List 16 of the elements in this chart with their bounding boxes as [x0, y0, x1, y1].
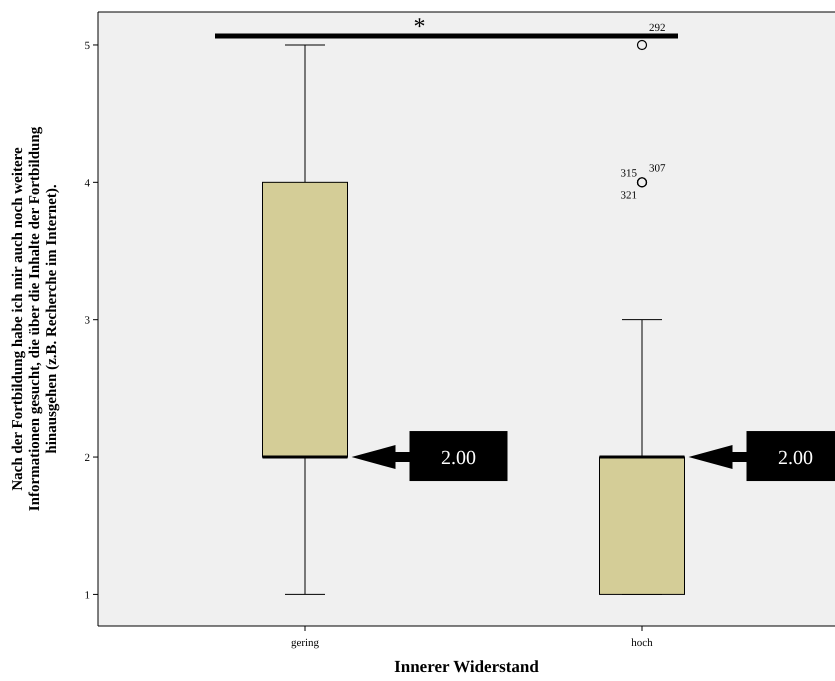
- y-axis-title: Nach der Fortbildung habe ich mir auch noch weitere Informationen gesucht, die über die Inhalte der Fortbildung hinausgehen (z.B. Recherche im Internet).: [10, 126, 60, 512]
- y-tick-label: 1: [84, 589, 90, 602]
- annotation: 307: [649, 162, 666, 174]
- y-tick-label: 4: [84, 177, 90, 190]
- y-tick-label: 3: [84, 314, 90, 327]
- y-tick-label: 5: [84, 40, 90, 52]
- y-tick-label: 2: [84, 452, 90, 464]
- x-tick-label: gering: [290, 637, 320, 649]
- annotation: 315: [620, 167, 638, 180]
- annotation: *: [414, 14, 426, 40]
- annotation: 2.00: [778, 447, 813, 470]
- annotation: 2.00: [441, 447, 476, 470]
- x-tick-label: hoch: [631, 637, 654, 649]
- annotation: 321: [620, 189, 637, 202]
- x-axis-title: Innerer Widerstand: [394, 657, 540, 676]
- annotation: 292: [649, 22, 666, 34]
